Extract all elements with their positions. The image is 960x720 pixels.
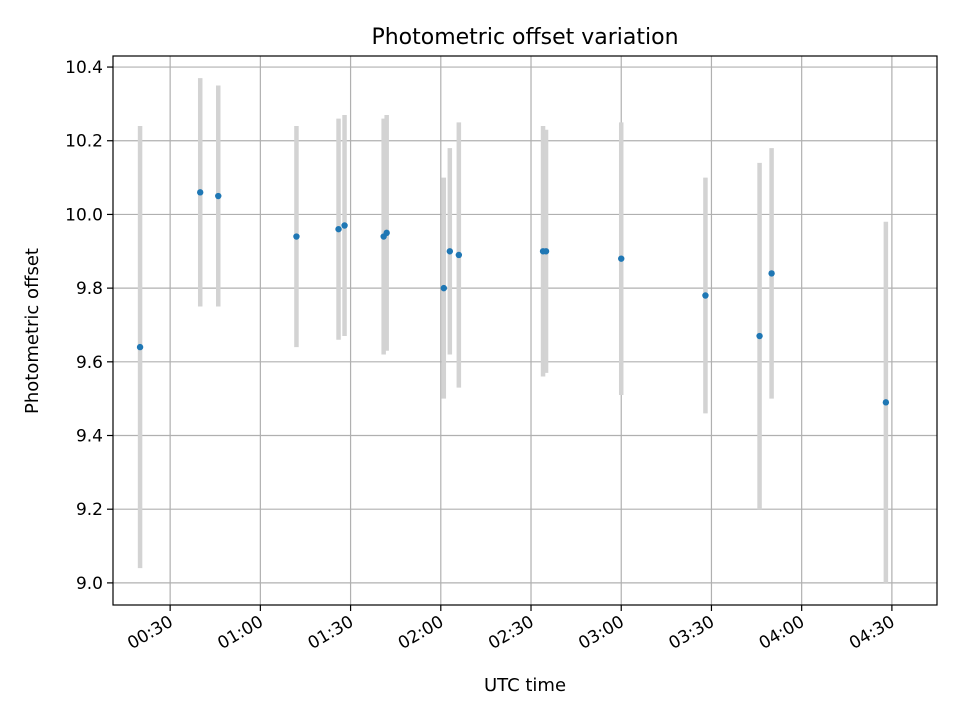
x-axis-label: UTC time	[484, 675, 566, 696]
data-point	[446, 248, 454, 255]
y-tick-label: 9.0	[76, 574, 103, 594]
data-point	[197, 189, 204, 196]
y-tick-label: 9.4	[76, 427, 103, 447]
x-tick-label: 03:30	[666, 612, 718, 654]
y-tick-label: 9.2	[76, 500, 103, 520]
data-point	[882, 399, 890, 406]
x-tick-label: 02:30	[485, 612, 537, 654]
data-point	[455, 251, 463, 259]
y-axis-label: Photometric offset	[22, 248, 43, 414]
grid	[113, 56, 937, 605]
y-tick-label: 10.0	[65, 205, 103, 225]
chart-title: Photometric offset variation	[371, 25, 678, 50]
x-tick-label: 04:00	[756, 612, 808, 654]
data-points	[136, 189, 890, 406]
data-point	[542, 248, 550, 255]
y-tick-label: 9.6	[76, 353, 103, 373]
data-point	[768, 270, 775, 277]
data-point	[702, 292, 709, 299]
x-tick-label: 00:30	[124, 612, 176, 654]
x-tick-label: 01:00	[214, 612, 266, 654]
data-point	[341, 222, 348, 229]
data-point	[215, 192, 222, 200]
x-tick-label: 03:00	[575, 612, 627, 654]
error-bars	[137, 78, 889, 583]
data-point	[618, 255, 625, 262]
plot-frame	[112, 55, 938, 606]
data-point	[440, 284, 448, 292]
data-point	[756, 332, 763, 340]
data-point	[293, 233, 300, 240]
data-point	[136, 343, 144, 351]
y-tick-label: 9.8	[76, 279, 103, 299]
y-axis-ticks: 9.0 9.2 9.4 9.6 9.8 10.0 10.2 10.4	[65, 58, 113, 594]
x-tick-label: 02:00	[395, 612, 447, 654]
y-tick-label: 10.4	[65, 58, 103, 78]
data-point	[335, 225, 342, 233]
x-tick-label: 04:30	[846, 612, 898, 654]
x-tick-label: 01:30	[305, 612, 357, 654]
x-axis-ticks: 00:30 01:00 01:30 02:00 02:30 03:00 03:30 04:00…	[124, 605, 898, 654]
y-tick-label: 10.2	[65, 132, 103, 152]
data-point	[383, 229, 390, 237]
